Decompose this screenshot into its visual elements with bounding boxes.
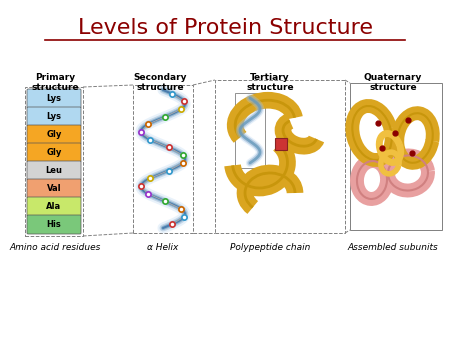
FancyBboxPatch shape (27, 215, 81, 234)
FancyBboxPatch shape (27, 125, 81, 144)
Text: Gly: Gly (46, 130, 62, 139)
Text: Levels of Protein Structure: Levels of Protein Structure (77, 18, 373, 38)
FancyBboxPatch shape (27, 179, 81, 198)
Text: Tertiary
structure: Tertiary structure (246, 73, 294, 92)
Text: Val: Val (47, 184, 61, 193)
Text: α Helix: α Helix (147, 243, 179, 252)
Text: Secondary
structure: Secondary structure (133, 73, 187, 92)
Text: Lys: Lys (46, 94, 62, 103)
FancyBboxPatch shape (27, 161, 81, 180)
FancyBboxPatch shape (27, 107, 81, 126)
FancyBboxPatch shape (27, 143, 81, 162)
FancyBboxPatch shape (275, 138, 287, 150)
Text: Polypeptide chain: Polypeptide chain (230, 243, 310, 252)
Text: Lys: Lys (46, 112, 62, 121)
Text: Leu: Leu (45, 166, 63, 175)
Text: Assembled subunits: Assembled subunits (347, 243, 438, 252)
Text: Ala: Ala (46, 202, 62, 211)
FancyBboxPatch shape (27, 197, 81, 216)
Text: Amino acid residues: Amino acid residues (9, 243, 101, 252)
Text: Primary
structure: Primary structure (31, 73, 79, 92)
FancyBboxPatch shape (27, 89, 81, 108)
Text: Quaternary
structure: Quaternary structure (364, 73, 422, 92)
Text: His: His (47, 220, 61, 229)
Text: Gly: Gly (46, 148, 62, 157)
